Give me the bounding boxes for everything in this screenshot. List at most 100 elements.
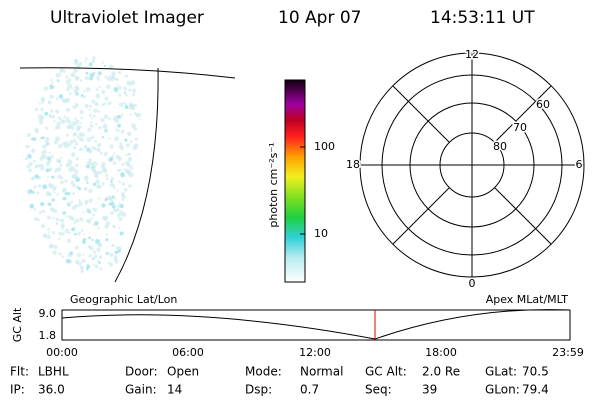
image-speckle bbox=[84, 164, 87, 168]
image-speckle bbox=[124, 138, 128, 142]
image-speckle bbox=[132, 88, 137, 93]
image-speckle bbox=[119, 210, 124, 215]
image-speckle bbox=[124, 105, 129, 110]
status-label: Door: bbox=[125, 365, 158, 379]
image-speckle bbox=[33, 208, 37, 211]
image-speckle bbox=[34, 164, 39, 169]
status-panel: Flt: LBHL Door: Open Mode: Normal GC Alt: 2.0 R… bbox=[10, 365, 549, 397]
image-speckle bbox=[73, 138, 76, 141]
image-speckle bbox=[109, 144, 114, 149]
image-speckle bbox=[124, 160, 130, 166]
image-speckle bbox=[41, 209, 46, 213]
image-speckle bbox=[83, 175, 89, 181]
image-speckle bbox=[38, 211, 42, 214]
image-speckle bbox=[110, 198, 114, 203]
image-speckle bbox=[53, 244, 58, 250]
image-speckle bbox=[106, 84, 111, 90]
image-speckle bbox=[86, 268, 89, 271]
status-label: Seq: bbox=[365, 383, 392, 397]
image-speckle bbox=[52, 250, 57, 255]
image-speckle bbox=[110, 177, 115, 181]
image-speckle bbox=[101, 162, 106, 167]
image-speckle bbox=[37, 114, 43, 119]
image-speckle bbox=[58, 160, 61, 163]
image-speckle bbox=[60, 180, 64, 185]
image-speckle bbox=[92, 56, 96, 60]
image-speckle bbox=[97, 242, 102, 248]
image-speckle bbox=[75, 163, 79, 168]
image-speckle bbox=[99, 267, 103, 271]
image-speckle bbox=[46, 215, 52, 220]
image-speckle bbox=[82, 253, 85, 256]
image-speckle bbox=[94, 140, 98, 143]
image-speckle bbox=[98, 126, 102, 130]
image-speckle bbox=[70, 180, 75, 185]
image-speckle bbox=[43, 86, 48, 91]
image-speckle bbox=[128, 184, 132, 188]
status-label: Mode: bbox=[245, 365, 282, 379]
image-speckle bbox=[121, 198, 125, 201]
image-speckle bbox=[77, 187, 81, 191]
auroral-image bbox=[24, 56, 142, 273]
image-speckle bbox=[26, 164, 31, 169]
image-speckle bbox=[56, 193, 59, 196]
image-speckle bbox=[98, 86, 102, 89]
image-speckle bbox=[85, 71, 89, 75]
image-speckle bbox=[92, 114, 96, 118]
image-speckle bbox=[87, 245, 91, 249]
image-speckle bbox=[53, 140, 59, 145]
image-speckle bbox=[105, 233, 108, 236]
image-speckle bbox=[65, 75, 69, 79]
status-value: 39 bbox=[422, 383, 437, 397]
image-speckle bbox=[117, 85, 122, 90]
image-speckle bbox=[103, 152, 108, 157]
image-speckle bbox=[117, 168, 121, 173]
image-speckle bbox=[107, 203, 110, 206]
image-speckle bbox=[51, 81, 54, 84]
track-frame bbox=[61, 309, 571, 341]
image-speckle bbox=[120, 231, 124, 236]
image-speckle bbox=[42, 144, 47, 149]
image-speckle bbox=[70, 254, 73, 257]
status-label: Flt: bbox=[10, 365, 29, 379]
image-speckle bbox=[110, 252, 114, 257]
image-speckle bbox=[114, 250, 118, 255]
image-speckle bbox=[68, 232, 71, 235]
image-speckle bbox=[97, 142, 102, 148]
altitude-curve bbox=[61, 309, 571, 340]
image-speckle bbox=[53, 191, 56, 194]
image-speckle bbox=[109, 64, 114, 69]
image-speckle bbox=[65, 97, 70, 102]
image-speckle bbox=[70, 72, 75, 78]
image-speckle bbox=[85, 87, 91, 92]
image-speckle bbox=[72, 68, 78, 73]
image-speckle bbox=[71, 174, 77, 179]
image-speckle bbox=[80, 269, 85, 273]
image-speckle bbox=[66, 87, 70, 92]
image-speckle bbox=[51, 114, 56, 119]
image-speckle bbox=[50, 78, 53, 82]
image-speckle bbox=[101, 89, 106, 95]
track-y-tick: 9.0 bbox=[39, 307, 57, 320]
image-speckle bbox=[45, 192, 48, 194]
image-speckle bbox=[55, 97, 59, 100]
image-speckle bbox=[128, 82, 133, 86]
image-speckle bbox=[42, 184, 48, 190]
image-speckle bbox=[128, 89, 131, 92]
image-speckle bbox=[102, 168, 108, 174]
image-speckle bbox=[127, 131, 132, 136]
image-speckle bbox=[80, 147, 84, 151]
image-speckle bbox=[90, 197, 93, 201]
image-speckle bbox=[33, 185, 37, 189]
image-speckle bbox=[44, 139, 49, 144]
image-speckle bbox=[38, 118, 42, 121]
image-speckle bbox=[78, 61, 83, 66]
mlt-label: 12 bbox=[465, 48, 479, 61]
image-speckle bbox=[76, 64, 81, 69]
image-speckle bbox=[117, 249, 121, 253]
image-speckle bbox=[125, 143, 130, 148]
image-speckle bbox=[57, 237, 61, 241]
image-speckle bbox=[111, 204, 116, 209]
image-speckle bbox=[125, 168, 131, 174]
image-speckle bbox=[125, 74, 129, 78]
